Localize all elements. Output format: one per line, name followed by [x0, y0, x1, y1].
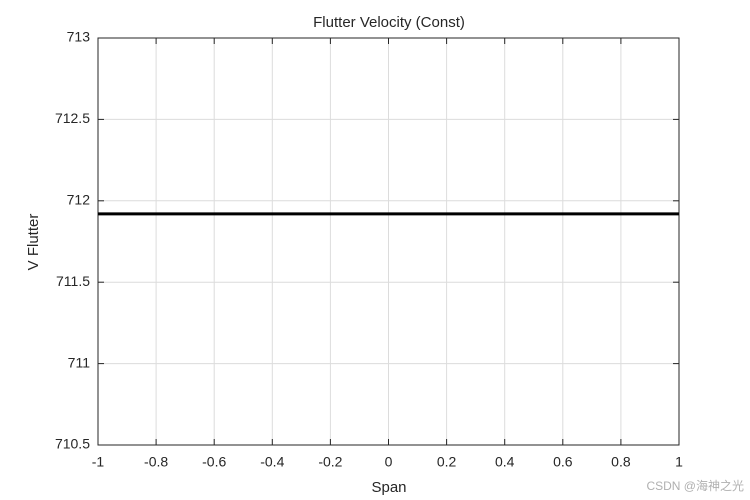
- x-tick-label: 0.6: [553, 454, 573, 470]
- x-tick-label: 0.2: [437, 454, 457, 470]
- watermark: CSDN @海神之光: [646, 478, 744, 493]
- x-tick-label: -0.4: [260, 454, 284, 470]
- x-tick-label: -0.2: [318, 454, 342, 470]
- y-tick-label: 713: [67, 29, 91, 45]
- x-tick-label: 0: [385, 454, 393, 470]
- x-tick-label: -0.6: [202, 454, 226, 470]
- x-tick-label: 1: [675, 454, 683, 470]
- y-tick-label: 712.5: [55, 110, 90, 126]
- y-axis-label: V Flutter: [25, 214, 42, 271]
- y-tick-label: 711.5: [56, 273, 90, 289]
- x-tick-label: -1: [92, 454, 105, 470]
- y-tick-label: 710.5: [55, 436, 90, 452]
- x-tick-label: 0.8: [611, 454, 631, 470]
- x-axis-label: Span: [371, 479, 406, 496]
- x-tick-label: 0.4: [495, 454, 515, 470]
- axes-box: [97, 37, 680, 446]
- y-tick-label: 712: [67, 192, 91, 208]
- chart-title: Flutter Velocity (Const): [313, 14, 465, 31]
- y-tick-label: 711: [68, 354, 91, 370]
- x-tick-label: -0.8: [144, 454, 168, 470]
